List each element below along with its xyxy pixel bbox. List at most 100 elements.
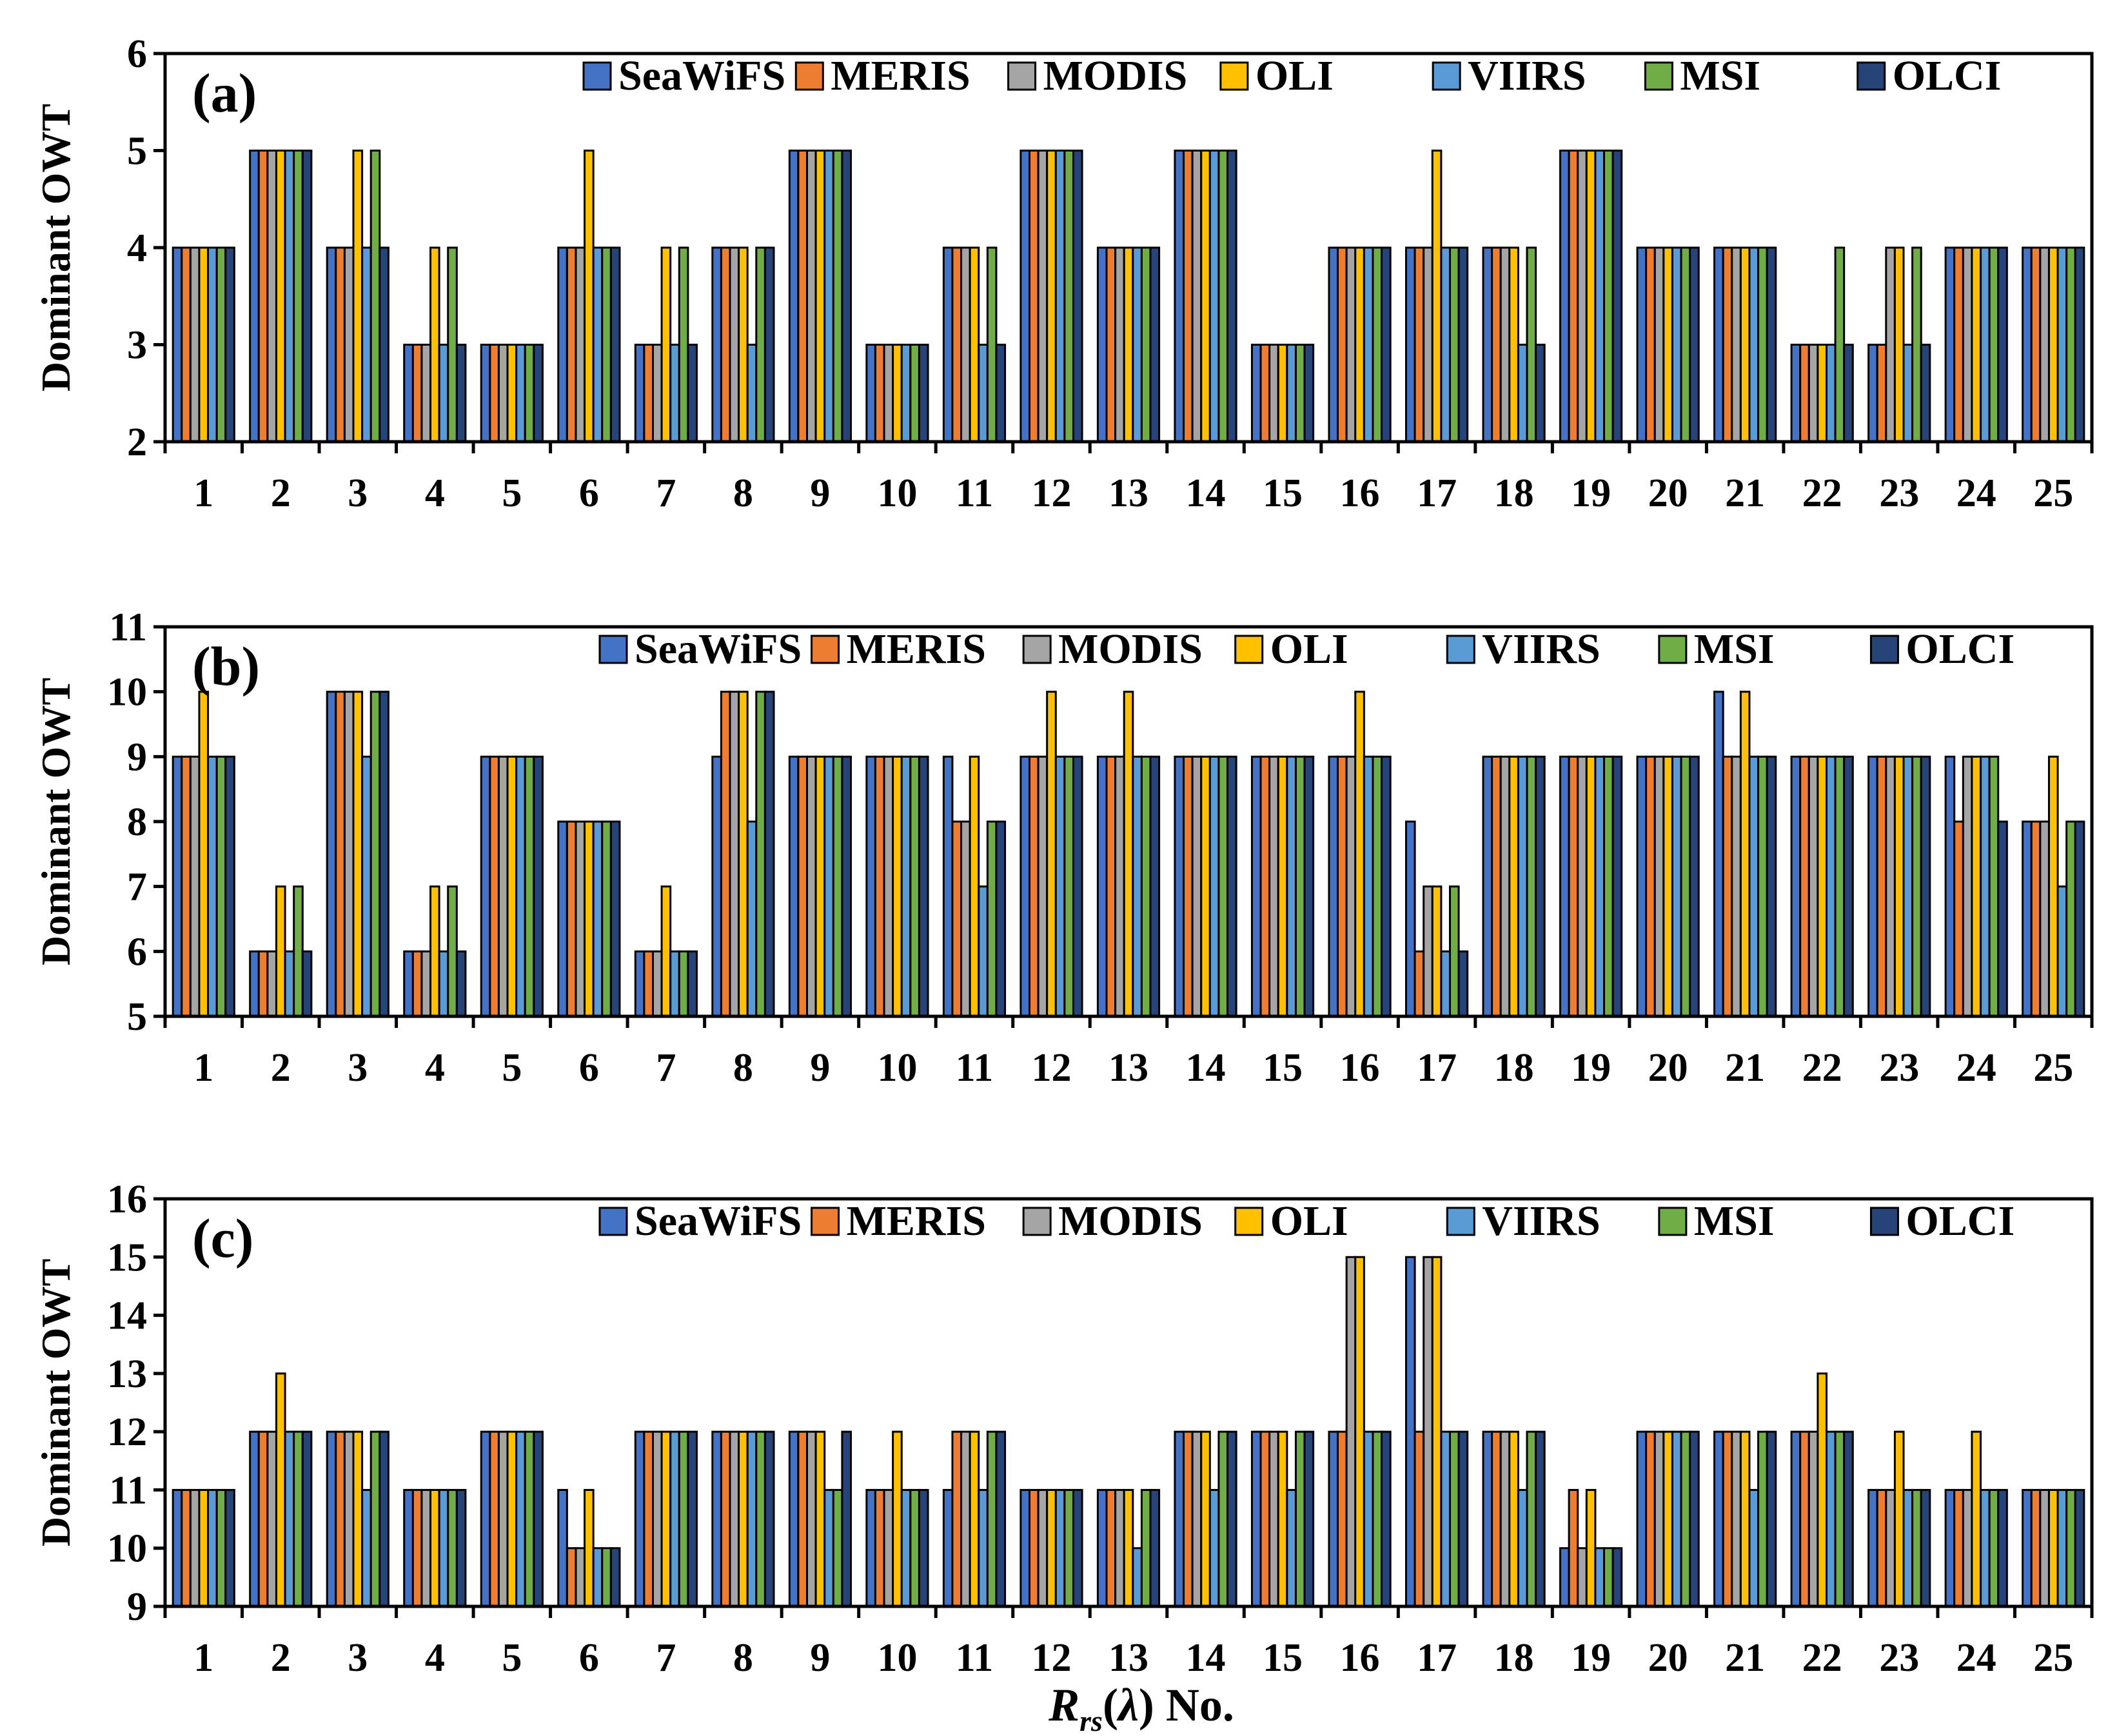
bar-MSI-18 bbox=[1526, 1430, 1537, 1608]
bar-VIIRS-25 bbox=[2056, 1488, 2068, 1608]
bar-OLI-23 bbox=[1893, 755, 1905, 1018]
x-tick-label: 16 bbox=[1340, 1636, 1380, 1680]
bar-MSI-25 bbox=[2065, 1488, 2076, 1608]
legend-label-MSI: MSI bbox=[1694, 626, 1775, 673]
bar-OLI-6 bbox=[584, 1488, 595, 1608]
bar-OLI-2 bbox=[275, 150, 286, 443]
bar-VIIRS-14 bbox=[1208, 1488, 1220, 1608]
bar-MERIS-2 bbox=[257, 1430, 269, 1608]
bar-OLI-11 bbox=[969, 755, 980, 1018]
bar-SeaWiFS-11 bbox=[942, 246, 954, 443]
y-tick-label: 4 bbox=[127, 226, 147, 270]
bar-MERIS-17 bbox=[1414, 246, 1425, 443]
bar-MSI-15 bbox=[1294, 755, 1306, 1018]
bar-MERIS-25 bbox=[2030, 820, 2042, 1018]
bar-MERIS-2 bbox=[257, 150, 269, 443]
bar-MSI-18 bbox=[1526, 246, 1537, 443]
bar-OLI-20 bbox=[1662, 1430, 1673, 1608]
bar-MODIS-14 bbox=[1191, 755, 1203, 1018]
legend-swatch-MODIS bbox=[1022, 635, 1052, 664]
bar-SeaWiFS-15 bbox=[1250, 755, 1262, 1018]
bar-MERIS-21 bbox=[1722, 1430, 1733, 1608]
y-tick-label: 9 bbox=[127, 735, 147, 779]
bar-MSI-17 bbox=[1448, 246, 1460, 443]
bar-OLCI-11 bbox=[995, 820, 1007, 1018]
y-tick-label: 9 bbox=[127, 1585, 147, 1629]
bar-MODIS-5 bbox=[497, 344, 509, 443]
bar-SeaWiFS-9 bbox=[788, 150, 800, 443]
bar-SeaWiFS-20 bbox=[1636, 1430, 1648, 1608]
bar-SeaWiFS-19 bbox=[1559, 755, 1570, 1018]
bar-MERIS-17 bbox=[1414, 950, 1425, 1018]
bar-VIIRS-7 bbox=[669, 1430, 680, 1608]
legend-label-VIIRS: VIIRS bbox=[1482, 626, 1600, 673]
bar-VIIRS-18 bbox=[1517, 344, 1528, 443]
bar-OLCI-9 bbox=[841, 1430, 852, 1608]
bar-MERIS-16 bbox=[1337, 1430, 1348, 1608]
bar-OLI-12 bbox=[1046, 691, 1057, 1018]
bar-MSI-23 bbox=[1911, 755, 1922, 1018]
bar-VIIRS-2 bbox=[284, 150, 295, 443]
bar-MSI-24 bbox=[1988, 755, 2000, 1018]
bar-OLCI-20 bbox=[1689, 1430, 1700, 1608]
y-tick-label: 15 bbox=[107, 1236, 147, 1279]
bar-OLI-10 bbox=[892, 344, 903, 443]
x-tick-label: 2 bbox=[271, 471, 291, 515]
bar-MODIS-19 bbox=[1577, 1547, 1588, 1608]
bar-SeaWiFS-16 bbox=[1328, 246, 1339, 443]
bar-MODIS-5 bbox=[497, 1430, 509, 1608]
bar-OLI-3 bbox=[352, 1430, 364, 1608]
bar-MSI-14 bbox=[1217, 755, 1229, 1018]
y-tick-label: 12 bbox=[107, 1410, 147, 1454]
bar-MERIS-7 bbox=[643, 1430, 654, 1608]
bar-MERIS-1 bbox=[181, 755, 192, 1018]
bar-SeaWiFS-8 bbox=[711, 755, 722, 1018]
bar-VIIRS-25 bbox=[2056, 885, 2068, 1018]
bar-MODIS-13 bbox=[1114, 1488, 1125, 1608]
bar-OLI-2 bbox=[275, 1372, 286, 1608]
bar-MSI-23 bbox=[1911, 246, 1922, 443]
bar-VIIRS-20 bbox=[1671, 755, 1682, 1018]
bar-VIIRS-25 bbox=[2056, 246, 2068, 443]
legend-label-MSI: MSI bbox=[1680, 52, 1760, 99]
y-tick-label: 16 bbox=[107, 1178, 147, 1221]
x-tick-label: 19 bbox=[1571, 1636, 1611, 1680]
bar-MODIS-25 bbox=[2039, 246, 2050, 443]
bar-SeaWiFS-10 bbox=[865, 755, 876, 1018]
bar-OLI-13 bbox=[1123, 1488, 1134, 1608]
bar-MERIS-13 bbox=[1105, 246, 1117, 443]
bar-MERIS-12 bbox=[1028, 755, 1039, 1018]
x-tick-label: 2 bbox=[271, 1636, 291, 1680]
bar-OLI-15 bbox=[1277, 1430, 1288, 1608]
bar-VIIRS-15 bbox=[1286, 755, 1297, 1018]
bar-MSI-8 bbox=[755, 1430, 766, 1608]
bar-SeaWiFS-14 bbox=[1174, 1430, 1185, 1608]
x-tick-label: 22 bbox=[1802, 1636, 1842, 1680]
legend-swatch-VIIRS bbox=[1446, 635, 1475, 664]
x-tick-label: 20 bbox=[1648, 1636, 1688, 1680]
y-tick-label: 2 bbox=[127, 420, 147, 464]
y-tick-label: 5 bbox=[127, 130, 147, 173]
bar-OLCI-10 bbox=[918, 344, 929, 443]
bar-MODIS-6 bbox=[575, 1547, 586, 1608]
bar-MERIS-19 bbox=[1568, 1488, 1579, 1608]
bar-OLI-17 bbox=[1431, 885, 1443, 1018]
x-tick-label: 9 bbox=[810, 471, 830, 515]
bar-VIIRS-24 bbox=[1980, 246, 1991, 443]
y-tick-label: 5 bbox=[127, 995, 147, 1039]
bar-VIIRS-5 bbox=[515, 755, 526, 1018]
bar-OLI-22 bbox=[1817, 1372, 1828, 1608]
bar-OLI-21 bbox=[1739, 1430, 1751, 1608]
bar-MSI-6 bbox=[601, 820, 612, 1018]
bar-OLI-10 bbox=[892, 1430, 903, 1608]
bar-MSI-2 bbox=[293, 885, 304, 1018]
bar-MODIS-16 bbox=[1345, 1256, 1357, 1608]
bar-OLCI-9 bbox=[841, 150, 852, 443]
bar-SeaWiFS-19 bbox=[1559, 150, 1570, 443]
bar-SeaWiFS-22 bbox=[1790, 1430, 1802, 1608]
bar-SeaWiFS-15 bbox=[1250, 344, 1262, 443]
bar-OLCI-13 bbox=[1149, 1488, 1161, 1608]
bar-SeaWiFS-8 bbox=[711, 246, 722, 443]
bar-VIIRS-15 bbox=[1286, 344, 1297, 443]
bar-SeaWiFS-7 bbox=[634, 344, 645, 443]
